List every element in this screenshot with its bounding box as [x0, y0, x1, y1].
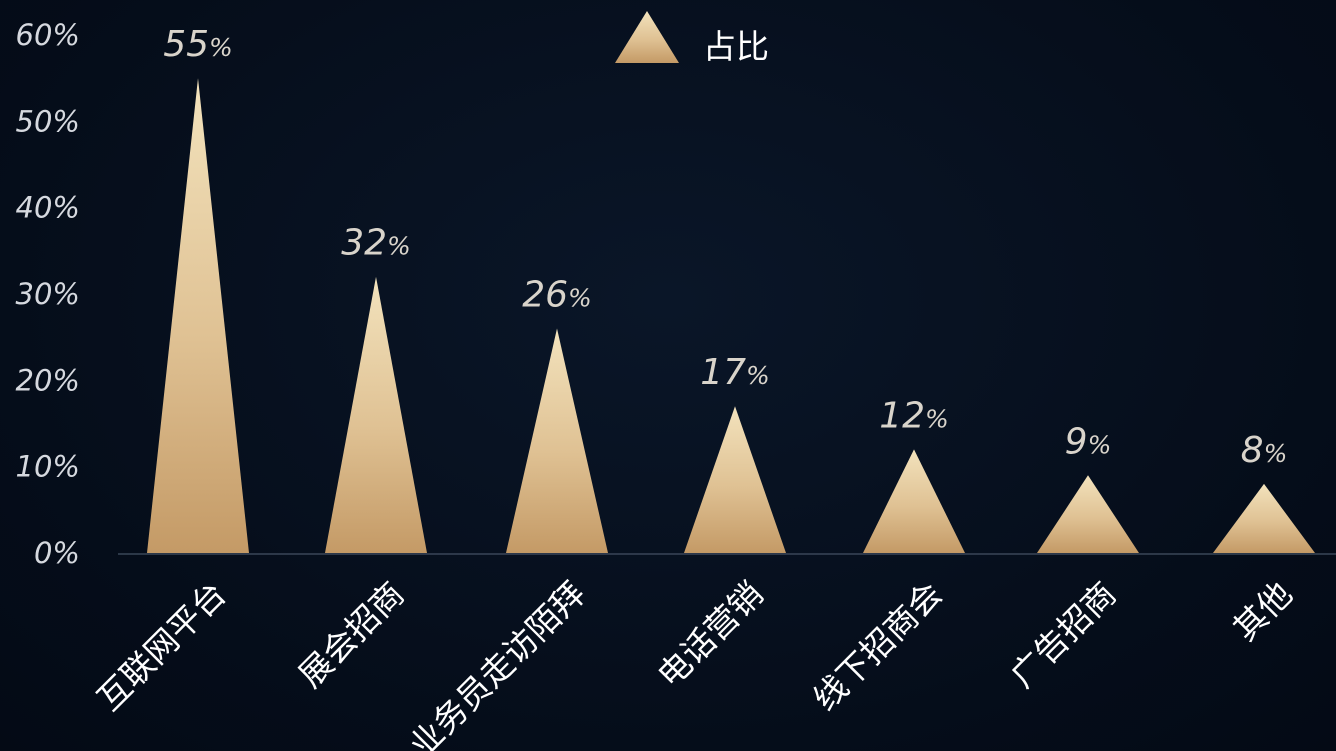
- y-tick-label: 20%: [16, 363, 80, 397]
- x-tick-label: 互联网平台: [89, 574, 233, 718]
- data-label: 8%: [1241, 430, 1288, 471]
- x-tick-label: 电话营销: [650, 574, 771, 695]
- triangle-bar: [684, 406, 786, 553]
- triangle-bar: [863, 449, 965, 553]
- x-tick-label: 业务员走访陌拜: [402, 574, 593, 751]
- data-labels: 55% 32% 26% 17% 12% 9% 8%: [163, 24, 1287, 471]
- data-label: 17%: [700, 352, 770, 393]
- data-label: 26%: [522, 275, 592, 316]
- triangle-bar: [147, 78, 249, 554]
- triangle-bar: [325, 276, 427, 553]
- y-tick-label: 40%: [16, 191, 80, 225]
- x-tick-label: 线下招商会: [805, 574, 949, 718]
- data-label: 55%: [163, 24, 233, 65]
- plot-area: [147, 78, 1315, 554]
- triangle-bar: [506, 328, 608, 553]
- x-tick-label: 其他: [1225, 574, 1299, 648]
- data-label: 12%: [879, 395, 949, 436]
- legend: 占比: [615, 11, 769, 66]
- legend-swatch-triangle-icon: [615, 11, 679, 63]
- data-label: 9%: [1065, 421, 1112, 462]
- y-tick-label: 30%: [16, 277, 80, 311]
- y-tick-label: 10%: [16, 450, 80, 484]
- x-tick-label: 展会招商: [291, 574, 412, 695]
- x-tick-label: 广告招商: [1003, 574, 1124, 695]
- y-tick-label: 0%: [34, 536, 80, 570]
- y-tick-label: 50%: [16, 104, 80, 138]
- y-tick-label: 60%: [16, 18, 80, 52]
- legend-label: 占比: [703, 27, 769, 66]
- y-axis: 0% 10% 20% 30% 40% 50% 60%: [16, 18, 80, 570]
- triangle-bar: [1213, 483, 1315, 553]
- triangle-bar: [1037, 475, 1139, 553]
- data-label: 32%: [341, 223, 411, 264]
